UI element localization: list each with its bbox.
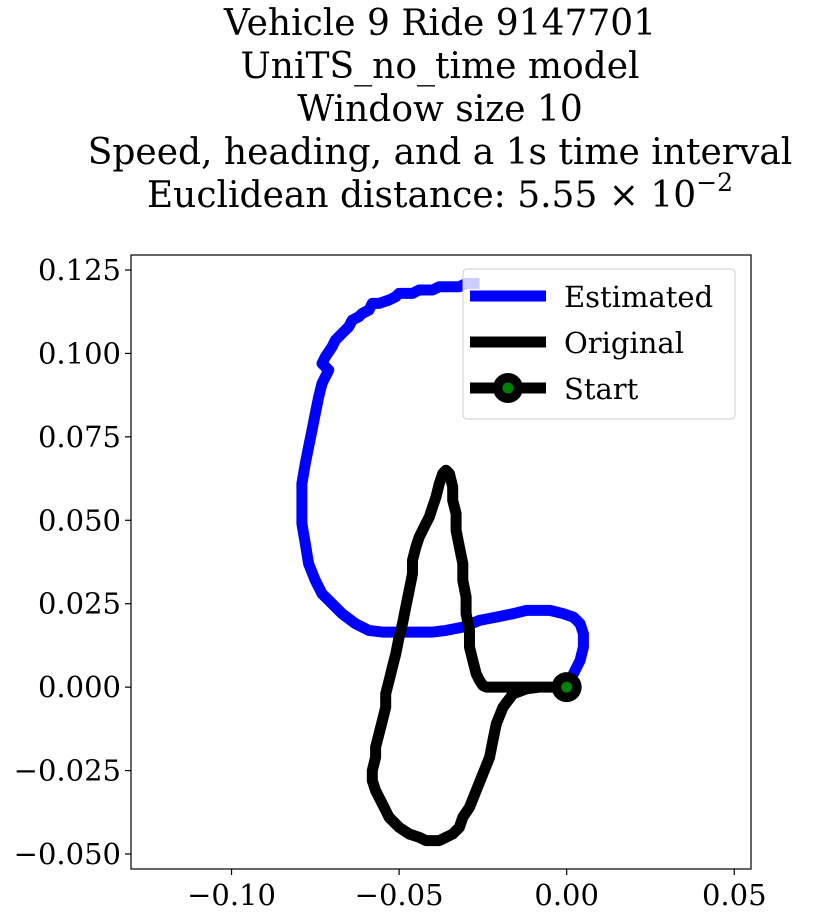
x-tick-label: −0.05	[355, 878, 444, 912]
y-tick-label: 0.025	[38, 587, 121, 621]
series-line-original	[366, 464, 567, 847]
y-tick-label: −0.050	[14, 837, 121, 871]
title-line-2: UniTS_no_time model	[240, 46, 639, 87]
legend-swatch-start-dot	[502, 382, 514, 394]
plot-frame	[130, 254, 752, 870]
chart-title: Vehicle 9 Ride 9147701 UniTS_no_time mod…	[88, 3, 793, 216]
x-tick-label: 0.05	[702, 878, 767, 912]
title-line-5: Euclidean distance: 5.55 × 10−2	[147, 168, 733, 216]
title-metric-exponent: −2	[696, 168, 733, 197]
series-line-estimated	[296, 277, 589, 690]
x-tick-label: −0.10	[187, 878, 276, 912]
legend-label-estimated: Estimated	[564, 280, 713, 314]
legend: Estimated Original Start	[462, 268, 736, 420]
y-tick-label: 0.100	[38, 336, 121, 370]
legend-label-original: Original	[564, 326, 684, 360]
start-marker-dot	[561, 681, 573, 693]
title-line-3: Window size 10	[297, 89, 583, 130]
title-metric: Euclidean distance: 5.55 × 10	[147, 175, 696, 216]
x-tick-label: 0.00	[534, 878, 599, 912]
legend-frame	[462, 268, 736, 420]
y-tick-label: −0.025	[14, 754, 121, 788]
title-line-1: Vehicle 9 Ride 9147701	[223, 3, 656, 44]
y-tick-label: 0.075	[38, 420, 121, 454]
y-tick-label: 0.125	[38, 253, 121, 287]
title-line-4: Speed, heading, and a 1s time interval	[88, 132, 793, 173]
y-tick-label: 0.050	[38, 503, 121, 537]
legend-label-start: Start	[564, 372, 639, 406]
y-tick-label: 0.000	[38, 670, 121, 704]
